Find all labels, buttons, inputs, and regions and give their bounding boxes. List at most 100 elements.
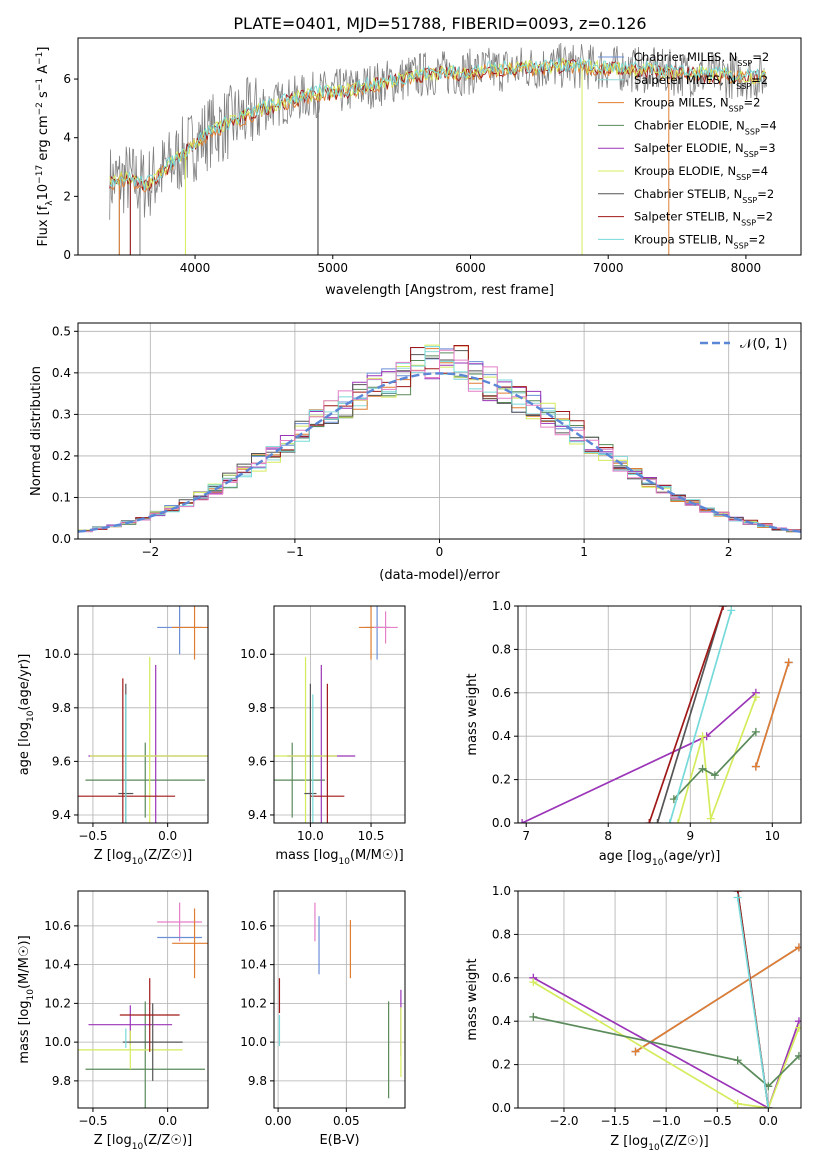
x-tick-label: −2.0 [549, 1114, 578, 1128]
x-tick-label: 0.05 [333, 1114, 360, 1128]
normal-curve [78, 372, 801, 533]
weight-series-line [533, 1016, 800, 1088]
axes-frame [77, 890, 209, 1109]
y-tick-label: 4 [63, 131, 71, 145]
legend-entry: Chabrier ELODIE, NSSP=4 [634, 118, 777, 136]
y-tick-label: 10.0 [44, 1035, 71, 1049]
y-tick-label: 0.8 [492, 642, 511, 656]
weight-point-marker [710, 771, 719, 780]
plot-area [109, 42, 767, 255]
weight-point-marker [733, 893, 742, 902]
x-axis-label: E(B-V) [319, 1133, 359, 1148]
plot-area [78, 606, 208, 823]
y-tick-label: 0.1 [52, 490, 71, 504]
y-tick-label: 10.2 [240, 996, 267, 1010]
y-tick-label: 9.6 [52, 754, 71, 768]
x-tick-label: 6000 [455, 261, 486, 275]
x-tick-label: 0.0 [759, 1114, 778, 1128]
y-tick-label: 9.6 [248, 754, 267, 768]
x-tick-label: 10.0 [297, 829, 324, 843]
x-tick-label: 4000 [180, 261, 211, 275]
y-axis-label-part: Flux [f [36, 205, 51, 246]
x-tick-label: −1 [286, 545, 304, 559]
y-axis-label: Normed distribution [29, 366, 44, 496]
mass-vs-ebv-plot: 0.00 0.05 9.8 10.0 10.2 10.4 10.6 E(B-V) [240, 890, 406, 1148]
x-axis-label: (data-model)/error [379, 568, 500, 583]
weight-point-marker [645, 819, 654, 823]
y-axis-label: mass [log10(M/M☉)] [17, 935, 36, 1063]
x-axis-label: mass [log10(M/M☉)] [275, 848, 403, 867]
x-tick-label: 7 [522, 829, 530, 843]
weight-series-line [532, 977, 800, 1108]
spectrum-plot: 4000 5000 6000 7000 8000 0 2 4 6 wavelength [Angs… [35, 37, 802, 298]
y-tick-label: 0.5 [52, 324, 71, 338]
spectrum-legend: Chabrier MILES, NSSP=2 Salpeter MILES, NS… [598, 50, 777, 250]
weight-point-marker [727, 606, 736, 615]
mass-vs-metallicity-plot: −0.5 0.0 9.8 10.0 10.2 10.4 10.6 Z [log10(Z/Z☉)… [17, 890, 209, 1152]
y-tick-label: 9.8 [248, 701, 267, 715]
x-tick-label: 10.5 [358, 829, 385, 843]
weight-point-marker [518, 819, 527, 823]
figure-title: PLATE=0401, MJD=51788, FIBERID=0093, z=0… [233, 14, 646, 33]
y-tick-label: 0.4 [492, 1014, 511, 1028]
weight-point-marker [751, 693, 760, 702]
y-axis-label-part: −1 [35, 78, 45, 91]
y-axis-label-part: −17 [35, 165, 45, 184]
y-tick-label: 10.0 [44, 647, 71, 661]
weight-point-marker [794, 1051, 801, 1060]
x-tick-label: 2 [725, 545, 733, 559]
y-tick-label: 6 [63, 72, 71, 86]
weight-point-marker [719, 606, 728, 610]
y-tick-label: 0.2 [492, 1058, 511, 1072]
y-tick-label: 0.2 [52, 449, 71, 463]
y-tick-label: 0.4 [52, 366, 71, 380]
axes-frame [273, 605, 406, 824]
y-tick-label: 1.0 [492, 884, 511, 898]
y-tick-label: 10.6 [44, 919, 71, 933]
plot-area [518, 606, 793, 823]
y-tick-label: 0.0 [492, 1101, 511, 1115]
y-tick-label: 2 [63, 189, 71, 203]
y-tick-label: 10.0 [240, 1035, 267, 1049]
legend-entry: Kroupa STELIB, NSSP=2 [634, 232, 765, 250]
age-vs-metallicity-plot: −0.5 0.0 9.4 9.6 9.8 10.0 Z [log10(Z/Z☉)] age [… [17, 605, 209, 867]
legend-entry: Chabrier MILES, NSSP=2 [634, 50, 769, 68]
y-axis-label-part: erg cm [36, 115, 51, 164]
legend-entry: Salpeter MILES, NSSP=2 [634, 73, 768, 91]
model-spectrum-line [109, 57, 767, 191]
weight-series-line [668, 610, 733, 823]
y-axis-label-part: ] [36, 47, 51, 52]
plot-area [78, 344, 801, 533]
y-tick-label: 9.8 [52, 701, 71, 715]
y-tick-label: 0.6 [492, 971, 511, 985]
weight-point-marker [673, 819, 682, 823]
x-tick-label: −0.5 [703, 1114, 732, 1128]
axes-frame [273, 890, 406, 1109]
weight-series-line [532, 981, 800, 1108]
y-axis-label-part: λ [45, 200, 55, 206]
weight-point-marker [698, 764, 707, 773]
y-axis-label: mass weight [465, 673, 480, 755]
plot-area [78, 902, 208, 1108]
y-axis-label: age [log10(age/yr)] [17, 654, 36, 776]
y-tick-label: 10.6 [240, 919, 267, 933]
y-tick-label: 10.2 [44, 996, 71, 1010]
plot-area [529, 891, 801, 1108]
x-tick-label: 8 [604, 829, 612, 843]
weight-point-marker [751, 727, 760, 736]
legend-entry: 𝒩(0, 1) [740, 337, 787, 352]
weight-point-marker [706, 814, 715, 823]
x-axis-label: Z [log10(Z/Z☉)] [94, 1133, 192, 1152]
weight-point-marker [733, 1056, 742, 1065]
weight-series-line [648, 606, 724, 823]
y-axis-label-part: −2 [35, 102, 45, 115]
residuals-histogram: −2 −1 0 1 2 0.0 0.1 0.2 0.3 0.4 0.5 (data-model)/er… [29, 322, 802, 583]
legend-entry: Salpeter STELIB, NSSP=2 [634, 210, 773, 228]
x-tick-label: 9 [686, 829, 694, 843]
x-tick-label: −0.5 [78, 1114, 107, 1128]
weight-point-marker [764, 1104, 773, 1108]
legend-entry: Kroupa ELODIE, NSSP=4 [634, 164, 768, 182]
weight-vs-age-plot: 7 8 9 10 0.0 0.2 0.4 0.6 0.8 1.0 age [log10(age/yr… [465, 599, 802, 868]
y-tick-label: 10.4 [44, 958, 71, 972]
